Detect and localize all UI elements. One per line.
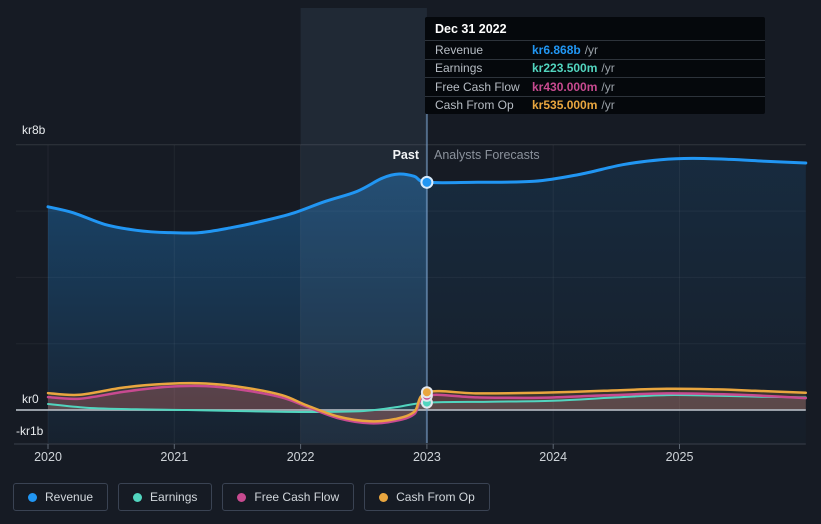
cash-from-op-marker[interactable]: [420, 386, 433, 399]
x-axis-label: 2025: [666, 450, 694, 464]
x-axis-label: 2023: [413, 450, 441, 464]
data-tooltip: Dec 31 2022 Revenue kr6.868b /yr Earning…: [425, 17, 765, 114]
tooltip-value: kr223.500m: [532, 61, 598, 76]
tooltip-label: Revenue: [435, 42, 484, 57]
tooltip-value: kr430.000m: [532, 79, 598, 94]
legend-label: Free Cash Flow: [254, 490, 340, 504]
chart-legend: Revenue Earnings Free Cash Flow Cash Fro…: [13, 483, 490, 511]
x-axis-label: 2021: [160, 450, 188, 464]
earnings-dot-icon: [133, 492, 143, 502]
revenue-area-forecast: [426, 158, 806, 444]
cash-from-op-dot-icon: [379, 492, 389, 502]
forecast-phase-label: Analysts Forecasts: [434, 148, 540, 162]
earnings-line: [47, 394, 807, 413]
revenue-marker[interactable]: [420, 175, 434, 189]
y-axis-label-neg1b: -kr1b: [12, 423, 48, 439]
tooltip-unit: /yr: [601, 79, 615, 94]
free-cash-flow-dot-icon: [237, 492, 247, 502]
hover-highlight-band: [300, 8, 427, 444]
tooltip-row-revenue: Revenue kr6.868b /yr: [425, 40, 765, 59]
tooltip-row-earnings: Earnings kr223.500m /yr: [425, 58, 765, 78]
cash-from-op-line: [46, 381, 808, 423]
legend-item-revenue[interactable]: Revenue: [13, 483, 109, 511]
legend-label: Earnings: [150, 490, 198, 504]
chart-canvas[interactable]: 2020 2021 2022 2023 2024 2025: [0, 0, 821, 475]
legend-item-cash-from-op[interactable]: Cash From Op: [364, 483, 490, 511]
tooltip-row-free-cash-flow: Free Cash Flow kr430.000m /yr: [425, 77, 765, 96]
y-axis-label-8b: kr8b: [18, 122, 50, 138]
revenue-line: [46, 156, 808, 235]
x-axis-label: 2020: [34, 450, 62, 464]
tooltip-value: kr6.868b: [532, 42, 581, 57]
legend-item-earnings[interactable]: Earnings: [118, 483, 213, 511]
tooltip-label: Earnings: [435, 61, 483, 76]
revenue-dot-icon: [28, 492, 37, 502]
x-axis-label: 2022: [287, 450, 315, 464]
tooltip-date: Dec 31 2022: [435, 21, 507, 36]
past-phase-label: Past: [392, 148, 419, 162]
legend-label: Cash From Op: [396, 490, 475, 504]
tooltip-label: Cash From Op: [435, 98, 514, 113]
tooltip-unit: /yr: [601, 61, 615, 76]
free-cash-flow-line: [46, 384, 808, 425]
legend-item-free-cash-flow[interactable]: Free Cash Flow: [222, 483, 355, 511]
y-axis-label-0: kr0: [18, 391, 43, 407]
tooltip-unit: /yr: [584, 42, 599, 57]
x-axis-label: 2024: [539, 450, 567, 464]
tooltip-value: kr535.000m: [532, 98, 598, 113]
tooltip-label: Free Cash Flow: [435, 79, 520, 94]
tooltip-unit: /yr: [601, 98, 615, 113]
legend-label: Revenue: [45, 490, 94, 504]
tooltip-row-cash-from-op: Cash From Op kr535.000m /yr: [425, 95, 765, 115]
revenue-area-past: [48, 173, 427, 444]
